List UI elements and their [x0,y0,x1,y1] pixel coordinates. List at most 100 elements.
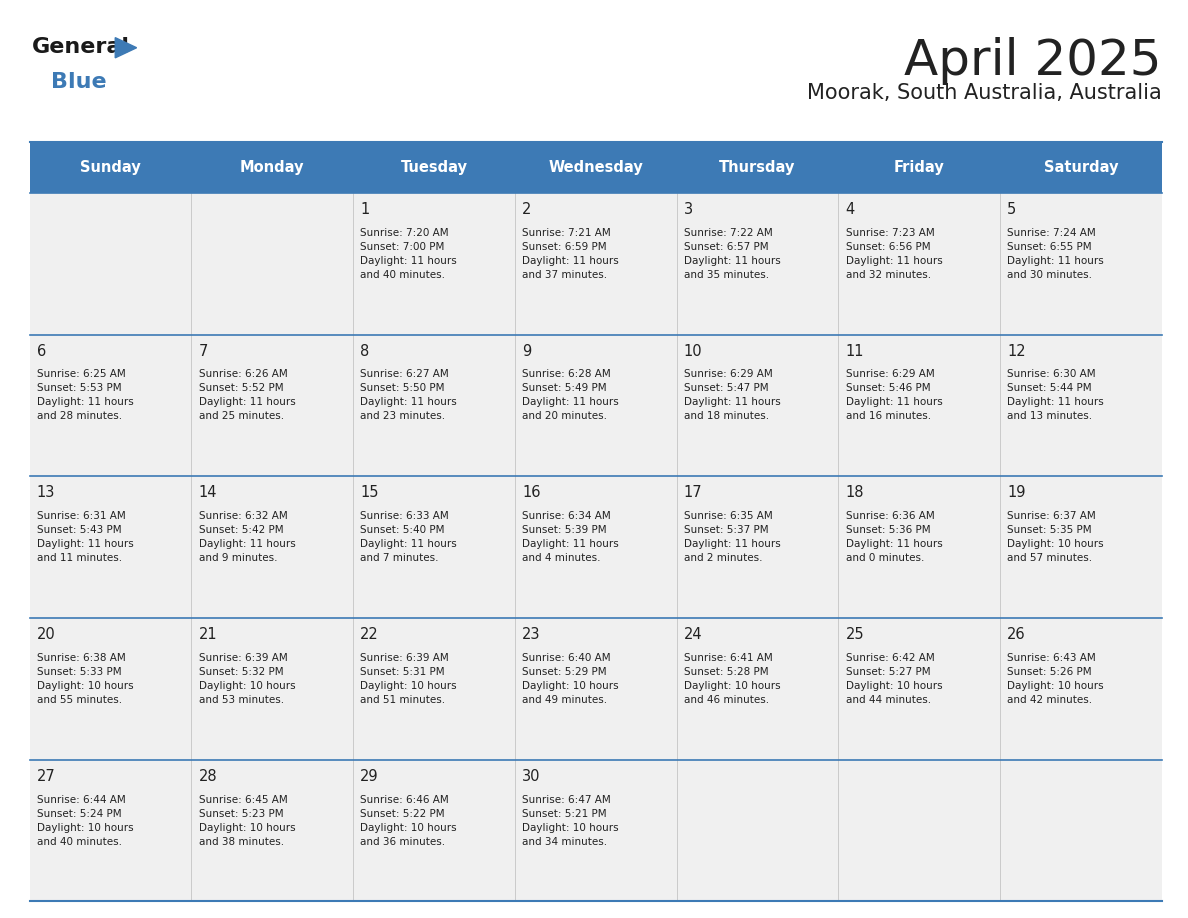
Bar [30,334,191,476]
Text: 18: 18 [846,486,864,500]
Text: Sunrise: 6:31 AM
Sunset: 5:43 PM
Daylight: 11 hours
and 11 minutes.: Sunrise: 6:31 AM Sunset: 5:43 PM Dayligh… [37,511,133,563]
Text: 20: 20 [37,627,56,643]
Text: Sunrise: 6:26 AM
Sunset: 5:52 PM
Daylight: 11 hours
and 25 minutes.: Sunrise: 6:26 AM Sunset: 5:52 PM Dayligh… [198,369,296,421]
Text: 11: 11 [846,343,864,359]
Bar [677,334,839,476]
Bar [30,476,191,618]
Text: Sunrise: 6:42 AM
Sunset: 5:27 PM
Daylight: 10 hours
and 44 minutes.: Sunrise: 6:42 AM Sunset: 5:27 PM Dayligh… [846,653,942,705]
Bar [191,334,353,476]
Bar [1000,760,1162,901]
Text: Sunrise: 7:22 AM
Sunset: 6:57 PM
Daylight: 11 hours
and 35 minutes.: Sunrise: 7:22 AM Sunset: 6:57 PM Dayligh… [684,228,781,280]
Text: Sunrise: 7:24 AM
Sunset: 6:55 PM
Daylight: 11 hours
and 30 minutes.: Sunrise: 7:24 AM Sunset: 6:55 PM Dayligh… [1007,228,1104,280]
Text: Sunrise: 6:29 AM
Sunset: 5:47 PM
Daylight: 11 hours
and 18 minutes.: Sunrise: 6:29 AM Sunset: 5:47 PM Dayligh… [684,369,781,421]
Text: 15: 15 [360,486,379,500]
Bar [30,618,191,760]
Text: Sunrise: 6:37 AM
Sunset: 5:35 PM
Daylight: 10 hours
and 57 minutes.: Sunrise: 6:37 AM Sunset: 5:35 PM Dayligh… [1007,511,1104,563]
Text: 9: 9 [522,343,531,359]
Text: Sunday: Sunday [81,160,141,175]
Text: Sunrise: 6:25 AM
Sunset: 5:53 PM
Daylight: 11 hours
and 28 minutes.: Sunrise: 6:25 AM Sunset: 5:53 PM Dayligh… [37,369,133,421]
Text: Sunrise: 6:39 AM
Sunset: 5:31 PM
Daylight: 10 hours
and 51 minutes.: Sunrise: 6:39 AM Sunset: 5:31 PM Dayligh… [360,653,457,705]
Text: Sunrise: 6:39 AM
Sunset: 5:32 PM
Daylight: 10 hours
and 53 minutes.: Sunrise: 6:39 AM Sunset: 5:32 PM Dayligh… [198,653,295,705]
Bar [191,618,353,760]
Text: 17: 17 [684,486,702,500]
Text: Tuesday: Tuesday [400,160,468,175]
Text: 10: 10 [684,343,702,359]
Text: 30: 30 [522,769,541,784]
Text: Blue: Blue [51,72,107,92]
Text: 27: 27 [37,769,56,784]
Bar [1000,618,1162,760]
Text: Sunrise: 6:43 AM
Sunset: 5:26 PM
Daylight: 10 hours
and 42 minutes.: Sunrise: 6:43 AM Sunset: 5:26 PM Dayligh… [1007,653,1104,705]
Text: General: General [32,37,129,57]
Text: 23: 23 [522,627,541,643]
Bar [514,193,677,334]
Text: Sunrise: 7:23 AM
Sunset: 6:56 PM
Daylight: 11 hours
and 32 minutes.: Sunrise: 7:23 AM Sunset: 6:56 PM Dayligh… [846,228,942,280]
Text: 24: 24 [684,627,702,643]
Text: Friday: Friday [893,160,944,175]
Text: 1: 1 [360,202,369,217]
Text: 25: 25 [846,627,864,643]
Text: Sunrise: 7:21 AM
Sunset: 6:59 PM
Daylight: 11 hours
and 37 minutes.: Sunrise: 7:21 AM Sunset: 6:59 PM Dayligh… [522,228,619,280]
Bar [677,476,839,618]
Bar [677,193,839,334]
Bar [353,476,514,618]
Bar [353,193,514,334]
Text: Sunrise: 6:29 AM
Sunset: 5:46 PM
Daylight: 11 hours
and 16 minutes.: Sunrise: 6:29 AM Sunset: 5:46 PM Dayligh… [846,369,942,421]
Text: Sunrise: 6:33 AM
Sunset: 5:40 PM
Daylight: 11 hours
and 7 minutes.: Sunrise: 6:33 AM Sunset: 5:40 PM Dayligh… [360,511,457,563]
Text: Sunrise: 6:44 AM
Sunset: 5:24 PM
Daylight: 10 hours
and 40 minutes.: Sunrise: 6:44 AM Sunset: 5:24 PM Dayligh… [37,795,133,846]
Text: Sunrise: 6:28 AM
Sunset: 5:49 PM
Daylight: 11 hours
and 20 minutes.: Sunrise: 6:28 AM Sunset: 5:49 PM Dayligh… [522,369,619,421]
Bar [191,193,353,334]
Text: 5: 5 [1007,202,1017,217]
Bar [839,760,1000,901]
Bar [514,618,677,760]
Bar [677,760,839,901]
Bar [677,618,839,760]
Text: 8: 8 [360,343,369,359]
Bar [353,760,514,901]
Text: April 2025: April 2025 [904,37,1162,84]
Text: 14: 14 [198,486,217,500]
Text: 2: 2 [522,202,531,217]
Bar [353,618,514,760]
Text: Sunrise: 6:46 AM
Sunset: 5:22 PM
Daylight: 10 hours
and 36 minutes.: Sunrise: 6:46 AM Sunset: 5:22 PM Dayligh… [360,795,457,846]
Bar [30,142,1162,193]
Bar [191,476,353,618]
Text: 4: 4 [846,202,855,217]
Text: Sunrise: 6:34 AM
Sunset: 5:39 PM
Daylight: 11 hours
and 4 minutes.: Sunrise: 6:34 AM Sunset: 5:39 PM Dayligh… [522,511,619,563]
Text: Sunrise: 6:47 AM
Sunset: 5:21 PM
Daylight: 10 hours
and 34 minutes.: Sunrise: 6:47 AM Sunset: 5:21 PM Dayligh… [522,795,619,846]
Text: Sunrise: 6:27 AM
Sunset: 5:50 PM
Daylight: 11 hours
and 23 minutes.: Sunrise: 6:27 AM Sunset: 5:50 PM Dayligh… [360,369,457,421]
Text: Sunrise: 6:32 AM
Sunset: 5:42 PM
Daylight: 11 hours
and 9 minutes.: Sunrise: 6:32 AM Sunset: 5:42 PM Dayligh… [198,511,296,563]
Text: 16: 16 [522,486,541,500]
Bar [839,618,1000,760]
Text: Saturday: Saturday [1044,160,1118,175]
Text: 28: 28 [198,769,217,784]
Text: Sunrise: 6:35 AM
Sunset: 5:37 PM
Daylight: 11 hours
and 2 minutes.: Sunrise: 6:35 AM Sunset: 5:37 PM Dayligh… [684,511,781,563]
Text: Sunrise: 6:45 AM
Sunset: 5:23 PM
Daylight: 10 hours
and 38 minutes.: Sunrise: 6:45 AM Sunset: 5:23 PM Dayligh… [198,795,295,846]
Bar [353,334,514,476]
Bar [514,760,677,901]
Bar [1000,476,1162,618]
Text: 26: 26 [1007,627,1026,643]
Bar [514,476,677,618]
Text: 7: 7 [198,343,208,359]
Bar [839,334,1000,476]
Text: 22: 22 [360,627,379,643]
Text: Moorak, South Australia, Australia: Moorak, South Australia, Australia [807,83,1162,103]
Bar [30,193,191,334]
Text: 3: 3 [684,202,693,217]
Text: 12: 12 [1007,343,1026,359]
Text: 21: 21 [198,627,217,643]
Polygon shape [115,38,137,58]
Bar [1000,193,1162,334]
Text: 6: 6 [37,343,46,359]
Text: Sunrise: 6:38 AM
Sunset: 5:33 PM
Daylight: 10 hours
and 55 minutes.: Sunrise: 6:38 AM Sunset: 5:33 PM Dayligh… [37,653,133,705]
Text: Wednesday: Wednesday [549,160,643,175]
Bar [839,476,1000,618]
Bar [191,760,353,901]
Text: Sunrise: 6:41 AM
Sunset: 5:28 PM
Daylight: 10 hours
and 46 minutes.: Sunrise: 6:41 AM Sunset: 5:28 PM Dayligh… [684,653,781,705]
Text: 29: 29 [360,769,379,784]
Bar [1000,334,1162,476]
Text: Sunrise: 6:36 AM
Sunset: 5:36 PM
Daylight: 11 hours
and 0 minutes.: Sunrise: 6:36 AM Sunset: 5:36 PM Dayligh… [846,511,942,563]
Text: 19: 19 [1007,486,1025,500]
Text: Sunrise: 6:30 AM
Sunset: 5:44 PM
Daylight: 11 hours
and 13 minutes.: Sunrise: 6:30 AM Sunset: 5:44 PM Dayligh… [1007,369,1104,421]
